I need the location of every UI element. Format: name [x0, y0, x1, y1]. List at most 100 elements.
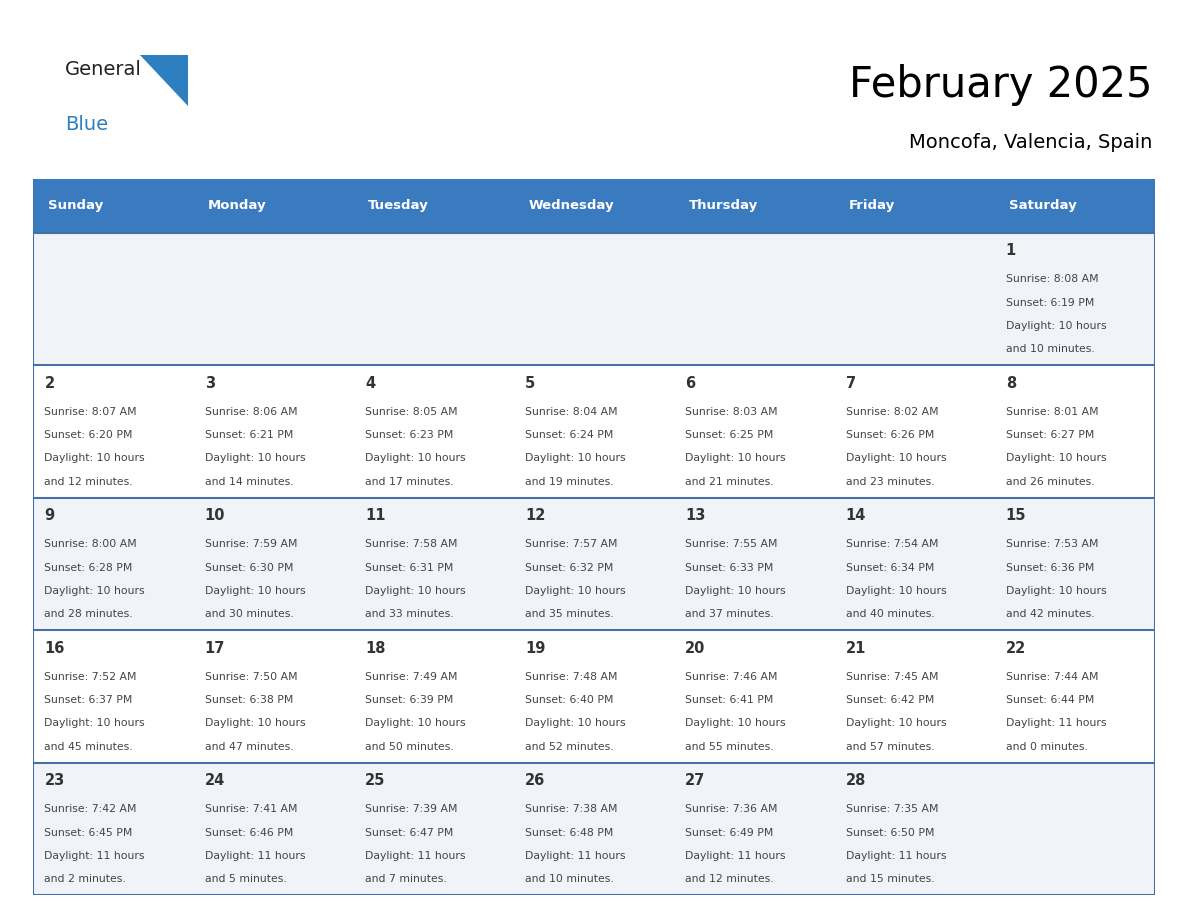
Text: Sunset: 6:26 PM: Sunset: 6:26 PM	[846, 431, 934, 441]
Bar	[33, 498, 194, 630]
Bar	[994, 498, 1155, 630]
Text: Daylight: 10 hours: Daylight: 10 hours	[44, 453, 145, 464]
Text: Sunset: 6:37 PM: Sunset: 6:37 PM	[44, 695, 133, 705]
Text: 28: 28	[846, 773, 866, 789]
Bar	[674, 365, 834, 498]
Text: 12: 12	[525, 509, 545, 523]
Text: Daylight: 11 hours: Daylight: 11 hours	[525, 851, 626, 861]
Text: 21: 21	[846, 641, 866, 655]
Text: Tuesday: Tuesday	[368, 199, 429, 212]
Bar	[514, 365, 674, 498]
Text: and 19 minutes.: and 19 minutes.	[525, 476, 614, 487]
Text: Sunrise: 7:54 AM: Sunrise: 7:54 AM	[846, 540, 939, 549]
Text: 14: 14	[846, 509, 866, 523]
Text: Sunrise: 7:52 AM: Sunrise: 7:52 AM	[44, 672, 137, 682]
Text: Daylight: 10 hours: Daylight: 10 hours	[1006, 453, 1106, 464]
Text: Daylight: 10 hours: Daylight: 10 hours	[846, 453, 946, 464]
Text: General: General	[65, 60, 143, 79]
Text: 13: 13	[685, 509, 706, 523]
Text: Sunset: 6:42 PM: Sunset: 6:42 PM	[846, 695, 934, 705]
Text: Sunrise: 7:36 AM: Sunrise: 7:36 AM	[685, 804, 778, 814]
Bar	[33, 233, 194, 365]
Text: Daylight: 11 hours: Daylight: 11 hours	[365, 851, 466, 861]
Bar	[354, 763, 514, 895]
Text: Daylight: 10 hours: Daylight: 10 hours	[846, 719, 946, 728]
Text: Sunrise: 8:08 AM: Sunrise: 8:08 AM	[1006, 274, 1099, 285]
Text: and 37 minutes.: and 37 minutes.	[685, 610, 773, 620]
Bar	[194, 179, 354, 233]
Text: Daylight: 10 hours: Daylight: 10 hours	[204, 719, 305, 728]
Text: and 42 minutes.: and 42 minutes.	[1006, 610, 1094, 620]
Bar	[514, 630, 674, 763]
Text: Daylight: 10 hours: Daylight: 10 hours	[846, 586, 946, 596]
Text: Sunrise: 7:41 AM: Sunrise: 7:41 AM	[204, 804, 297, 814]
Text: Monday: Monday	[208, 199, 266, 212]
Text: and 33 minutes.: and 33 minutes.	[365, 610, 454, 620]
Text: Moncofa, Valencia, Spain: Moncofa, Valencia, Spain	[909, 133, 1152, 152]
Polygon shape	[140, 55, 188, 106]
Text: Sunset: 6:30 PM: Sunset: 6:30 PM	[204, 563, 293, 573]
Text: Sunrise: 8:06 AM: Sunrise: 8:06 AM	[204, 407, 297, 417]
Text: 25: 25	[365, 773, 385, 789]
Bar	[834, 498, 994, 630]
Bar	[674, 179, 834, 233]
Bar	[514, 233, 674, 365]
Text: Sunrise: 8:00 AM: Sunrise: 8:00 AM	[44, 540, 138, 549]
Text: Sunset: 6:32 PM: Sunset: 6:32 PM	[525, 563, 613, 573]
Text: and 52 minutes.: and 52 minutes.	[525, 742, 614, 752]
Text: 26: 26	[525, 773, 545, 789]
Text: 9: 9	[44, 509, 55, 523]
Bar	[674, 498, 834, 630]
Text: 18: 18	[365, 641, 385, 655]
Text: Sunset: 6:34 PM: Sunset: 6:34 PM	[846, 563, 934, 573]
Text: Sunday: Sunday	[48, 199, 103, 212]
Text: Sunset: 6:24 PM: Sunset: 6:24 PM	[525, 431, 613, 441]
Text: 5: 5	[525, 376, 536, 391]
Text: Daylight: 10 hours: Daylight: 10 hours	[525, 719, 626, 728]
Text: Daylight: 10 hours: Daylight: 10 hours	[365, 586, 466, 596]
Text: Daylight: 10 hours: Daylight: 10 hours	[204, 453, 305, 464]
Text: Sunset: 6:33 PM: Sunset: 6:33 PM	[685, 563, 773, 573]
Text: Sunrise: 7:48 AM: Sunrise: 7:48 AM	[525, 672, 618, 682]
Text: Sunrise: 7:55 AM: Sunrise: 7:55 AM	[685, 540, 778, 549]
Bar	[514, 179, 674, 233]
Text: and 40 minutes.: and 40 minutes.	[846, 610, 934, 620]
Text: 3: 3	[204, 376, 215, 391]
Text: Daylight: 10 hours: Daylight: 10 hours	[365, 453, 466, 464]
Text: Sunrise: 7:58 AM: Sunrise: 7:58 AM	[365, 540, 457, 549]
Bar	[994, 630, 1155, 763]
Text: Daylight: 11 hours: Daylight: 11 hours	[44, 851, 145, 861]
Text: and 14 minutes.: and 14 minutes.	[204, 476, 293, 487]
Text: Wednesday: Wednesday	[529, 199, 614, 212]
Bar	[194, 763, 354, 895]
Text: Sunset: 6:19 PM: Sunset: 6:19 PM	[1006, 297, 1094, 308]
Text: Sunrise: 8:04 AM: Sunrise: 8:04 AM	[525, 407, 618, 417]
Text: Daylight: 10 hours: Daylight: 10 hours	[525, 586, 626, 596]
Text: Daylight: 10 hours: Daylight: 10 hours	[44, 586, 145, 596]
Text: and 21 minutes.: and 21 minutes.	[685, 476, 773, 487]
Text: Sunset: 6:23 PM: Sunset: 6:23 PM	[365, 431, 454, 441]
Text: Sunrise: 7:49 AM: Sunrise: 7:49 AM	[365, 672, 457, 682]
Text: and 10 minutes.: and 10 minutes.	[525, 874, 614, 884]
Text: Sunset: 6:41 PM: Sunset: 6:41 PM	[685, 695, 773, 705]
Text: Sunrise: 8:05 AM: Sunrise: 8:05 AM	[365, 407, 457, 417]
Text: Sunset: 6:38 PM: Sunset: 6:38 PM	[204, 695, 293, 705]
Text: Sunset: 6:40 PM: Sunset: 6:40 PM	[525, 695, 614, 705]
Bar	[194, 365, 354, 498]
Text: Sunrise: 7:50 AM: Sunrise: 7:50 AM	[204, 672, 297, 682]
Text: Daylight: 10 hours: Daylight: 10 hours	[365, 719, 466, 728]
Text: and 23 minutes.: and 23 minutes.	[846, 476, 934, 487]
Text: Daylight: 11 hours: Daylight: 11 hours	[685, 851, 785, 861]
Text: 10: 10	[204, 509, 226, 523]
Bar	[354, 365, 514, 498]
Text: Sunrise: 8:02 AM: Sunrise: 8:02 AM	[846, 407, 939, 417]
Text: and 57 minutes.: and 57 minutes.	[846, 742, 934, 752]
Text: 27: 27	[685, 773, 706, 789]
Text: Friday: Friday	[848, 199, 895, 212]
Text: Sunset: 6:28 PM: Sunset: 6:28 PM	[44, 563, 133, 573]
Bar	[354, 630, 514, 763]
Bar	[33, 630, 194, 763]
Text: Daylight: 11 hours: Daylight: 11 hours	[846, 851, 946, 861]
Text: Daylight: 10 hours: Daylight: 10 hours	[204, 586, 305, 596]
Text: 24: 24	[204, 773, 225, 789]
